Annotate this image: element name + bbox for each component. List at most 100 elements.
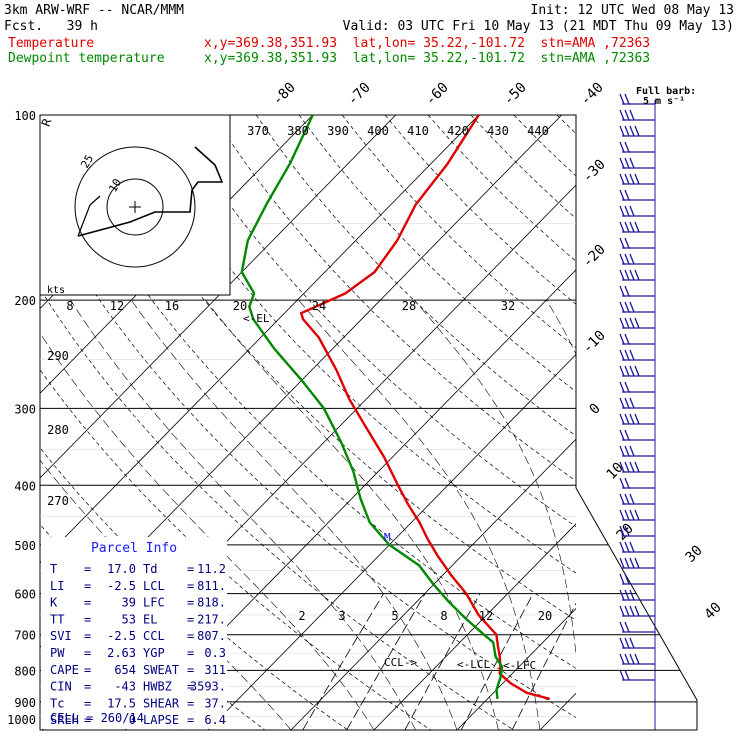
wind-barb (619, 365, 655, 377)
wind-barb-flag (619, 669, 625, 681)
wind-barb-flag (619, 477, 625, 489)
wind-barb-flag (624, 637, 630, 649)
lfc-marker-label: <-LFC (503, 659, 536, 672)
wind-barb-flag (624, 621, 630, 633)
parcel-key: EL (143, 612, 157, 626)
wind-barb-flag (624, 461, 630, 473)
wind-barb-flag (619, 413, 625, 425)
hodograph-ring-outer (74, 146, 196, 268)
parcel-value: 3593. (190, 680, 226, 694)
wind-barb (619, 637, 655, 649)
wind-barb-flag (619, 573, 625, 585)
dry-adiabat-line (83, 115, 576, 621)
theta-label: 290 (47, 349, 69, 363)
wind-barb (619, 653, 655, 665)
wind-barb-flag (619, 253, 625, 265)
parcel-value: 654 (114, 663, 136, 677)
parcel-value: 311 (204, 663, 226, 677)
wind-barb-flag (629, 317, 635, 329)
parcel-value: -2.5 (107, 629, 136, 643)
parcel-eq: = (187, 629, 194, 643)
mixing-ratio-label: 20 (538, 609, 552, 623)
temperature-location: x,y=369.38,351.93 lat,lon= 35.22,-101.72… (204, 36, 651, 51)
wind-barb-flag (634, 221, 640, 233)
mixing-ratio-line (404, 593, 481, 730)
wind-barb-flag (624, 557, 630, 569)
wind-barb-flag (624, 509, 630, 521)
pressure-tick-label: 800 (14, 664, 36, 678)
parcel-eq: = (187, 663, 194, 677)
lcl-marker-label: <-LCL (457, 658, 490, 671)
forecast-hour: Fcst. 39 h (4, 19, 98, 34)
wind-barb (619, 301, 655, 313)
wind-barb-flag (629, 173, 635, 185)
parcel-eq: = (187, 612, 194, 626)
wind-barb-flag (619, 237, 625, 249)
parcel-eq: = (187, 646, 194, 660)
wind-barb-flag (624, 269, 630, 281)
isotherm-label: 20 (614, 521, 637, 544)
pressure-tick-label: 100 (14, 109, 36, 123)
wind-barb-flag (619, 173, 625, 185)
isotherm-line (40, 115, 479, 564)
isotherm-line (456, 607, 576, 730)
wind-barb-flag (624, 397, 630, 409)
mixing-ratio-label: 5 (391, 609, 398, 623)
isotherm-label: -70 (345, 80, 374, 109)
moist-adiabat-line (205, 299, 499, 730)
wind-barb (619, 541, 655, 553)
hodograph-trace-tail (77, 195, 101, 237)
hodograph-trace (77, 146, 224, 237)
wind-barb (619, 109, 655, 121)
parcel-key: LFC (143, 596, 165, 610)
parcel-value: 217. (197, 612, 226, 626)
pressure-tick-label: 200 (14, 294, 36, 308)
wind-barb (619, 173, 655, 185)
parcel-value: 37. (204, 696, 226, 710)
isotherm-label: -30 (580, 157, 609, 186)
wind-barb-flag (619, 301, 625, 313)
parcel-key: Td (143, 562, 157, 576)
isotherm-label: -10 (580, 328, 609, 357)
wind-barb (619, 429, 655, 441)
parcel-title: Parcel Info (91, 541, 177, 556)
dewpoint-legend: Dewpoint temperature (8, 51, 165, 66)
wind-barb (619, 237, 655, 249)
wind-barb (619, 669, 655, 681)
wind-barb-flag (634, 317, 640, 329)
wind-barb-flag (619, 109, 625, 121)
model-title: 3km ARW-WRF -- NCAR/MMM (4, 3, 185, 18)
parcel-eq: = (84, 579, 91, 593)
wind-barb (619, 445, 655, 457)
mixing-ratio-line (302, 593, 384, 730)
wind-barb-flag (629, 109, 635, 121)
dry-adiabat-line (40, 369, 432, 730)
isotherm-label: -40 (578, 80, 607, 109)
wind-barb-flag (619, 461, 625, 473)
wind-barb-flag (619, 525, 625, 537)
wind-barb-flag (629, 397, 635, 409)
hodograph-unit-label: kts (47, 285, 65, 296)
hodograph-speed-label: 12 (110, 299, 124, 313)
wind-barb-flag (624, 653, 630, 665)
wind-barb-flag (624, 669, 630, 681)
dry-adiabat-line (686, 115, 740, 730)
wind-barb-flag (624, 413, 630, 425)
parcel-value: -2.5 (107, 579, 136, 593)
theta-label: 440 (527, 124, 549, 138)
wind-barb-flag (619, 221, 625, 233)
m-marker-label: M (384, 531, 391, 544)
hodograph-speed-label: 24 (312, 299, 326, 313)
parcel-panel (41, 537, 227, 729)
wind-barb-flag (629, 125, 635, 137)
parcel-value: 807. (197, 629, 226, 643)
wind-barb (619, 269, 655, 281)
parcel-value: 818. (197, 596, 226, 610)
theta-label: 280 (47, 423, 69, 437)
isotherm-label: -80 (270, 80, 299, 109)
parcel-key: YGP (143, 646, 165, 660)
theta-label: 270 (47, 494, 69, 508)
parcel-key: CCL (143, 629, 165, 643)
wind-barb (619, 381, 655, 393)
wind-barb (619, 93, 655, 105)
